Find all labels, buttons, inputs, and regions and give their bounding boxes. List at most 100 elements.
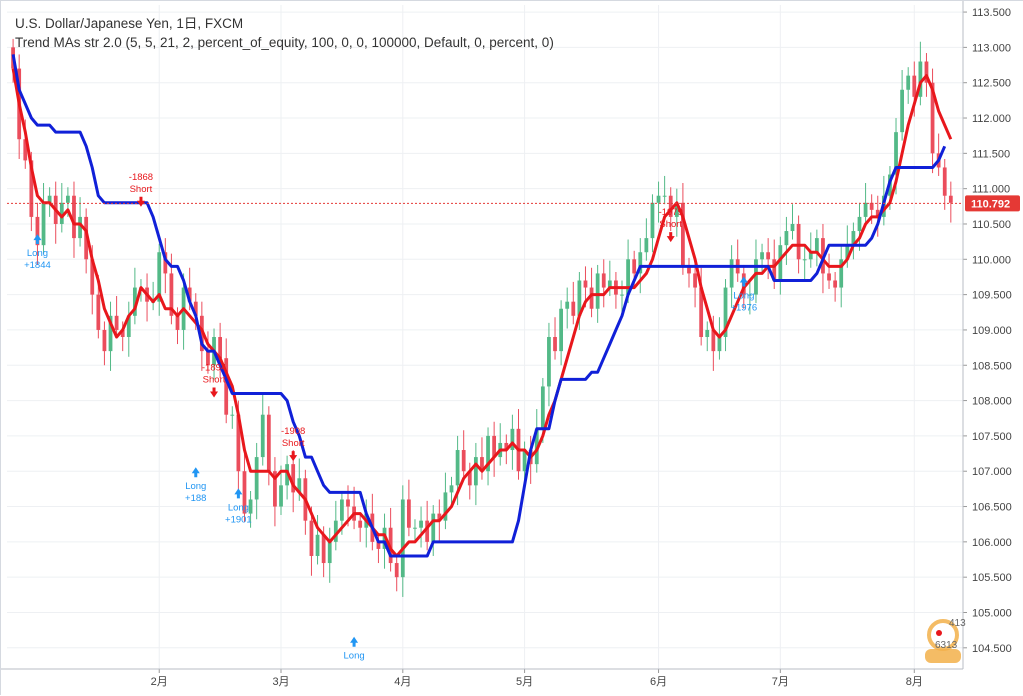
candle-body xyxy=(662,195,667,197)
candle-body xyxy=(486,435,490,472)
long-signal-amount: +1844 xyxy=(24,260,51,271)
candle-body xyxy=(827,273,831,281)
candle-body xyxy=(699,287,704,337)
candle-body xyxy=(583,280,588,288)
long-arrow-icon xyxy=(739,276,748,287)
watermark-bottom-text: 6313 xyxy=(935,640,958,651)
y-tick-label: 106.000 xyxy=(972,537,1012,549)
candle-body xyxy=(857,216,862,232)
last-price-badge xyxy=(965,195,1020,212)
last-price-badge-text: 110.792 xyxy=(971,198,1010,210)
moving-averages xyxy=(11,54,953,558)
candle-body xyxy=(114,315,119,330)
candle-body xyxy=(492,435,497,458)
candle-body xyxy=(400,499,405,578)
short-signal-label: Short xyxy=(130,184,153,195)
y-tick-label: 109.500 xyxy=(972,290,1012,302)
candle-body xyxy=(406,499,411,528)
long-signal-label: Long xyxy=(185,481,206,492)
long-arrow-icon xyxy=(234,488,243,499)
candle-body xyxy=(248,499,253,514)
short-arrow-icon xyxy=(210,387,219,398)
candle-body xyxy=(906,75,911,90)
candle-body xyxy=(23,139,28,161)
candle-body xyxy=(443,492,448,521)
candle-body xyxy=(924,61,929,83)
candle-body xyxy=(754,259,758,295)
candle-body xyxy=(595,273,600,309)
candle-body xyxy=(126,315,131,337)
y-tick-label: 111.500 xyxy=(972,148,1010,160)
long-arrow-icon xyxy=(191,467,200,478)
candle-body xyxy=(187,287,192,302)
candle-body xyxy=(291,464,296,493)
candle-body xyxy=(29,160,34,217)
candle-body xyxy=(327,541,332,564)
long-signal-amount: +1976 xyxy=(730,302,757,313)
candle-body xyxy=(814,238,819,253)
candle-body xyxy=(84,216,89,260)
candle-body xyxy=(571,301,576,316)
candle-body xyxy=(553,337,557,352)
candle-body xyxy=(900,89,904,133)
short-signal-amount: -1908 xyxy=(281,426,305,437)
candle-body xyxy=(729,259,734,288)
candle-body xyxy=(681,202,685,267)
candle-body xyxy=(687,266,691,274)
candle-body xyxy=(218,337,223,359)
long-signal-amount: +188 xyxy=(185,493,206,504)
candle-body xyxy=(358,520,363,528)
axes: 104.500 105.000 105.500 106.000 106.500 107.0… xyxy=(1,1,1012,688)
candle-body xyxy=(723,287,728,337)
watermark-logo: 413 6313 xyxy=(925,618,966,663)
candle-body xyxy=(802,259,807,261)
candle-body xyxy=(632,259,637,274)
candle-body xyxy=(102,329,107,352)
candle-body xyxy=(607,280,612,288)
candle-body xyxy=(656,195,661,203)
candle-body xyxy=(66,195,70,203)
x-tick-label: 2月 xyxy=(151,676,168,688)
candle-body xyxy=(540,386,545,429)
candle-body xyxy=(839,259,844,288)
candle-body xyxy=(522,450,527,472)
candle-body xyxy=(279,485,283,507)
candle-body xyxy=(273,471,277,507)
candle-body xyxy=(772,259,777,281)
x-tick-label: 5月 xyxy=(516,676,533,688)
candle-body xyxy=(78,216,82,239)
x-tick-label: 4月 xyxy=(394,676,411,688)
long-arrow-icon xyxy=(350,636,359,647)
slow-ma-line xyxy=(11,54,947,558)
candle-body xyxy=(242,471,247,514)
candle-body xyxy=(163,252,168,274)
indicator-title: Trend MAs str 2.0 (5, 5, 21, 2, percent_… xyxy=(15,35,554,50)
candle-body xyxy=(413,527,417,529)
x-tick-label: 8月 xyxy=(906,676,923,688)
long-signal-label: Long xyxy=(344,651,365,662)
candle-body xyxy=(346,499,350,507)
candle-body xyxy=(224,358,229,415)
short-arrow-icon xyxy=(289,451,298,462)
long-signal-label: Long xyxy=(733,290,754,301)
long-signal-amount: +1901 xyxy=(225,514,252,525)
candle-body xyxy=(59,202,64,224)
candle-body xyxy=(230,414,235,416)
candle-body xyxy=(790,223,795,232)
candle-body xyxy=(297,478,302,493)
candle-body xyxy=(425,520,430,542)
candle-body xyxy=(504,442,509,451)
candle-body xyxy=(620,294,624,296)
candle-body xyxy=(321,534,326,564)
candle-body xyxy=(35,216,40,246)
candle-body xyxy=(833,280,838,288)
x-tick-label: 7月 xyxy=(772,676,789,688)
candle-body xyxy=(918,61,923,97)
candle-body xyxy=(175,315,180,330)
y-tick-label: 110.500 xyxy=(972,219,1011,231)
candle-body xyxy=(510,428,515,451)
candle-body xyxy=(419,520,423,528)
candle-body xyxy=(340,499,344,521)
long-signal-label: Long xyxy=(228,502,249,513)
